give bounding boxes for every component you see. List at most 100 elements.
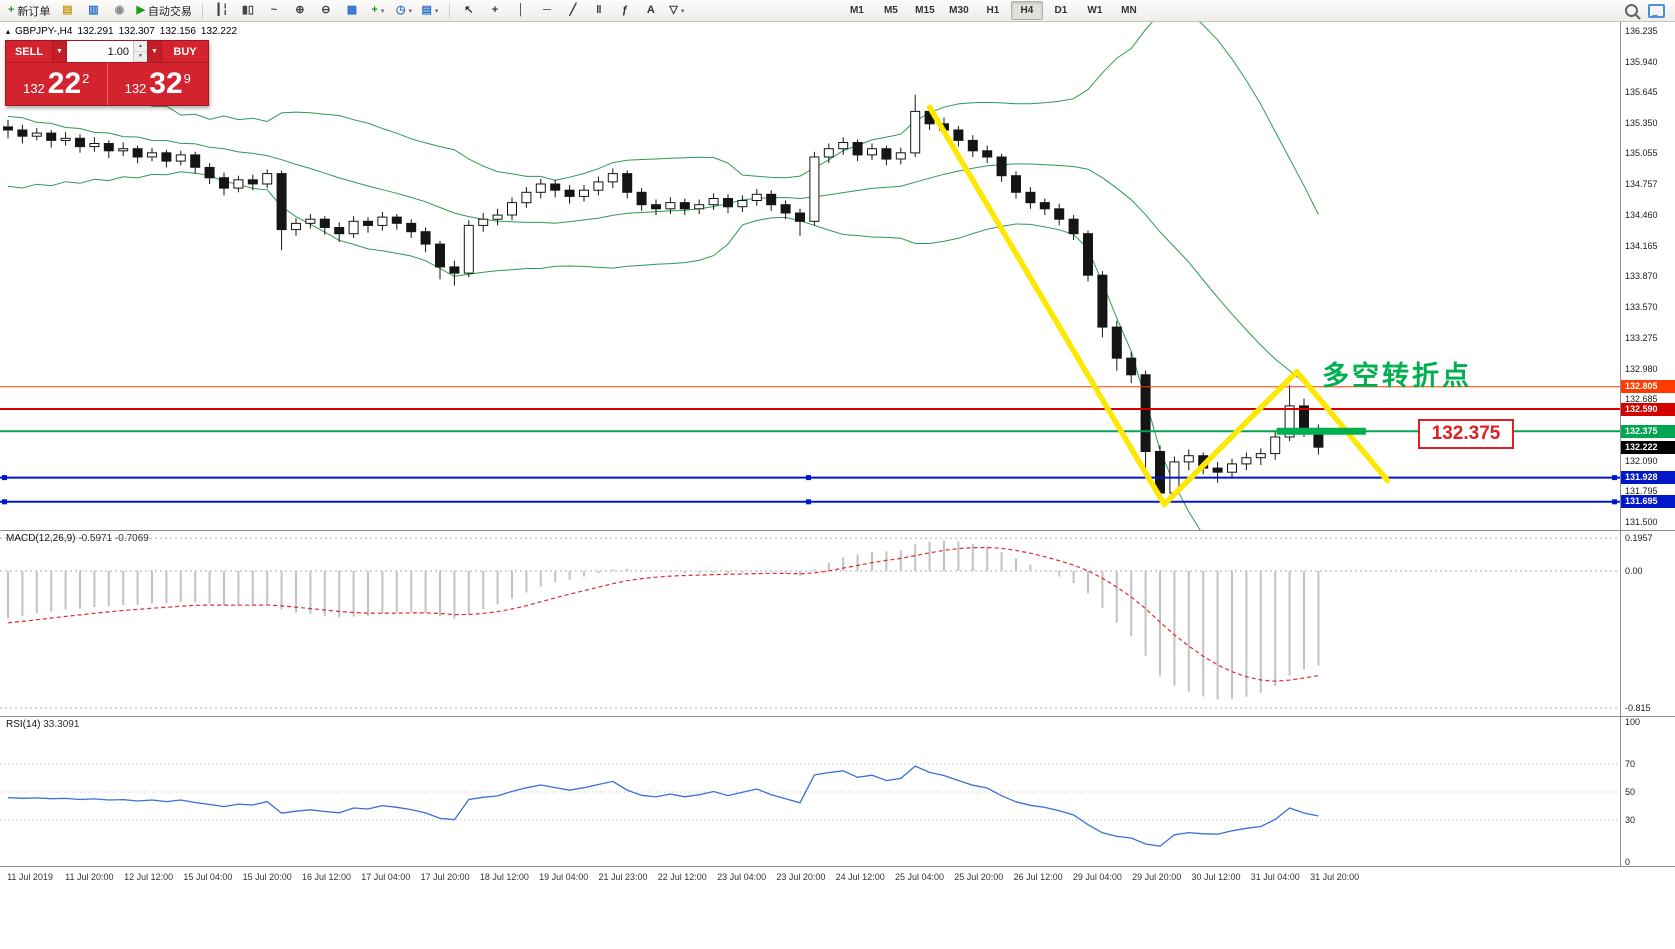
candle	[751, 193, 762, 202]
periods-button[interactable]: ◷ ▾	[392, 2, 416, 20]
timeframe-h1[interactable]: H1	[986, 5, 1000, 16]
candle	[161, 152, 172, 162]
new-order-button[interactable]: + 新订单	[5, 2, 53, 20]
chat-icon[interactable]	[1648, 3, 1665, 18]
vertical-line-tool-button[interactable]: │	[509, 2, 533, 20]
search-icon[interactable]	[1625, 4, 1638, 17]
line-handle[interactable]	[806, 499, 811, 505]
candle	[262, 173, 273, 185]
text-tool-button[interactable]: A	[639, 2, 663, 20]
candle	[420, 231, 431, 245]
timeframe-w1[interactable]: W1	[1087, 5, 1103, 16]
bar-chart-button[interactable]: ┃╎	[210, 2, 234, 20]
crosshair-tool-button[interactable]: +	[483, 2, 507, 20]
templates-button[interactable]: ▤ ▾	[418, 2, 442, 20]
macd-panel-separator[interactable]	[0, 530, 1675, 531]
timeframe-m15[interactable]: M15	[915, 5, 935, 16]
axis-label: 135.350	[1625, 117, 1658, 128]
axis-label: 30	[1625, 815, 1636, 825]
line-handle[interactable]	[1612, 475, 1617, 481]
volume-down-button[interactable]: ▼	[134, 51, 147, 62]
shapes-tool-button[interactable]: ▽ ▾	[665, 2, 689, 20]
candlestick-chart-button[interactable]: ▮▯	[236, 2, 260, 20]
signals-button[interactable]: ◉	[107, 2, 131, 20]
timeframe-m1[interactable]: M1	[849, 5, 864, 16]
rsi-panel-separator[interactable]	[0, 716, 1675, 717]
axis-label: 100	[1625, 717, 1641, 727]
sell-price-button[interactable]: 132 22 2	[6, 63, 108, 105]
window-expand-icon[interactable]: ▴	[6, 27, 11, 36]
line-handle[interactable]	[2, 475, 7, 481]
candle	[967, 139, 978, 152]
profiles-button[interactable]: ▤	[55, 2, 79, 20]
timeframe-d1[interactable]: D1	[1054, 5, 1068, 16]
timeframe-m30[interactable]: M30	[949, 5, 969, 16]
line-handle[interactable]	[1612, 499, 1617, 505]
sell-button[interactable]: SELL	[6, 41, 52, 62]
price-callout[interactable]: 132.375	[1418, 419, 1514, 449]
line-handle[interactable]	[2, 499, 7, 505]
candle	[406, 222, 417, 233]
price-axis[interactable]: 136.235 135.940 135.645 135.350 135.055 134.7…	[1620, 22, 1675, 867]
candle	[507, 202, 517, 216]
timeframe-mn[interactable]: MN	[1121, 5, 1137, 16]
autotrading-button[interactable]: ▶ 自动交易	[133, 2, 194, 20]
rsi-name: RSI(14)	[6, 719, 41, 730]
bollinger-lower-line	[7, 171, 1201, 530]
horizontal-line-tool-button[interactable]: ─	[535, 2, 559, 20]
channel-tool-button[interactable]: ‖	[587, 2, 611, 20]
periods-icon: ◷	[395, 4, 406, 16]
yellow-trendline-3[interactable]	[1294, 368, 1391, 484]
line-handle[interactable]	[806, 475, 811, 481]
ask-price-integer: 132	[124, 80, 147, 96]
price-tag-131.928: 131.928	[1621, 471, 1675, 485]
market-watch-button[interactable]: ▥	[81, 2, 105, 20]
candle	[1039, 202, 1050, 210]
axis-label: 134.165	[1625, 240, 1658, 251]
buy-options-caret-icon[interactable]: ▼	[147, 41, 162, 62]
yellow-trendline-2[interactable]	[1161, 368, 1300, 508]
volume-spinner[interactable]: ▲ ▼	[133, 41, 147, 62]
new-order-icon: +	[8, 4, 15, 16]
time-axis-label: 29 Jul 20:00	[1132, 872, 1182, 882]
time-axis[interactable]: 11 Jul 2019 11 Jul 20:00 12 Jul 12:00 15 Ju…	[0, 867, 1675, 889]
trendline-tool-button[interactable]: ╱	[561, 2, 585, 20]
candle	[204, 166, 215, 179]
candle	[190, 154, 201, 168]
timeframe-m5[interactable]: M5	[883, 5, 898, 16]
arrange-windows-button[interactable]: ▦	[340, 2, 364, 20]
sell-options-caret-icon[interactable]: ▼	[52, 41, 67, 62]
candle	[1025, 191, 1036, 204]
fibonacci-tool-icon: ƒ	[621, 4, 628, 16]
cursor-tool-button[interactable]: ↖	[457, 2, 481, 20]
zoom-out-button[interactable]: ⊖	[314, 2, 338, 20]
time-axis-label: 17 Jul 20:00	[420, 872, 470, 882]
macd-panel-chart[interactable]	[0, 531, 1620, 716]
candle	[1011, 175, 1021, 193]
buy-price-button[interactable]: 132 32 9	[108, 63, 209, 105]
timeframe-h4[interactable]: H4	[1010, 1, 1043, 20]
zoom-in-icon: ⊕	[295, 4, 305, 16]
buy-button[interactable]: BUY	[162, 41, 208, 62]
volume-value[interactable]: 1.00	[107, 45, 129, 58]
yellow-trendline-1[interactable]	[926, 104, 1168, 508]
ohlc-close: 132.222	[200, 26, 238, 37]
candle	[1270, 436, 1281, 455]
indicators-button[interactable]: + ▾	[366, 2, 390, 20]
axis-label: 133.570	[1625, 302, 1658, 313]
fibonacci-tool-button[interactable]: ƒ	[613, 2, 637, 20]
main-chart[interactable]	[0, 22, 1620, 530]
axis-label: 135.940	[1625, 56, 1658, 67]
rsi-panel-chart[interactable]	[0, 717, 1620, 866]
candle	[132, 148, 143, 158]
candle	[291, 222, 301, 231]
turning-point-annotation[interactable]: 多空转折点	[1322, 361, 1472, 391]
volume-up-button[interactable]: ▲	[134, 41, 147, 52]
line-chart-button[interactable]: ~	[262, 2, 286, 20]
bid-price-point: 2	[82, 70, 90, 86]
macd-name: MACD(12,26,9)	[6, 533, 76, 544]
periods-button-caret-icon: ▾	[408, 7, 412, 15]
zoom-in-button[interactable]: ⊕	[288, 2, 312, 20]
volume-input[interactable]: 1.00 ▲ ▼	[67, 41, 147, 62]
